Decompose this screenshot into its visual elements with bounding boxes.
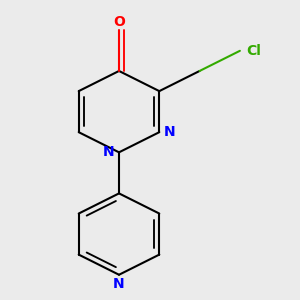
Text: N: N — [164, 125, 175, 139]
Text: Cl: Cl — [246, 44, 261, 58]
Text: N: N — [113, 277, 125, 291]
Text: O: O — [113, 15, 125, 29]
Text: N: N — [103, 145, 115, 159]
